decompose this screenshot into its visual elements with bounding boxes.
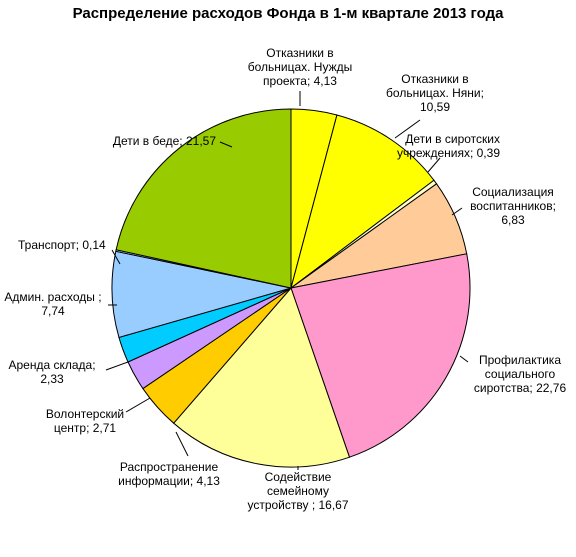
slice-label-line: Аренда склада;	[8, 358, 95, 372]
leader-line	[175, 431, 189, 457]
leader-line	[125, 397, 151, 413]
slice-label: Волонтерский центр; 2,71	[46, 407, 124, 435]
pie-slice	[172, 287, 351, 468]
slice-label-line: Отказники в	[401, 72, 468, 86]
slice-label-line: 7,74	[41, 304, 65, 318]
slice-label-line: Дети в сиротских	[405, 132, 500, 146]
slice-label-line: сиротства; 22,76	[474, 381, 567, 395]
leader-lines	[105, 91, 469, 470]
slice-label-line: семейному	[267, 484, 329, 498]
leader-line	[394, 119, 421, 139]
slice-label: Распространение информации; 4,13	[118, 460, 220, 488]
pie-slice	[290, 253, 471, 458]
leader-line	[105, 361, 129, 371]
slice-label-line: Распространение	[120, 460, 219, 474]
slices	[111, 108, 471, 468]
slice-label-line: устройству ; 16,67	[247, 498, 348, 512]
slice-label-line: больницах. Нужды	[248, 60, 353, 74]
leader-line	[459, 355, 469, 363]
slice-label-line: Транспорт; 0,14	[18, 238, 106, 252]
slice-label-line: Социализация	[472, 185, 554, 199]
slice-label-line: Дети в беде; 21,57	[113, 134, 216, 148]
slice-label: Профилактика социального сиротства; 22,76	[474, 353, 567, 395]
chart-title: Распределение расходов Фонда в 1-м кварт…	[72, 5, 504, 22]
slice-label-line: центр; 2,71	[54, 421, 117, 435]
slice-label: Админ. расходы ; 7,74	[4, 290, 101, 318]
slice-label: Отказники в больницах. Няни; 10,59	[386, 72, 484, 114]
slice-labels: Отказники в больницах. Нужды проекта; 4,13…	[4, 46, 566, 512]
leader-line	[451, 207, 463, 216]
leader-line	[111, 249, 121, 265]
slice-label-line: информации; 4,13	[118, 474, 220, 488]
slice-label-line: учреждениях; 0,39	[397, 146, 500, 160]
leader-line	[427, 157, 441, 173]
slice-label-line: воспитанников;	[470, 199, 556, 213]
slice-label-line: социального	[485, 367, 556, 381]
slice-label-line: 6,83	[501, 213, 525, 227]
slice-label-line: Админ. расходы ;	[4, 290, 101, 304]
slice-label: Аренда склада; 2,33	[8, 358, 95, 386]
slice-label: Социализация воспитанников; 6,83	[470, 185, 556, 227]
leader-line	[219, 141, 233, 148]
slice-label-line: 10,59	[420, 100, 450, 114]
slice-label: Содействие семейному устройству ; 16,67	[247, 470, 348, 512]
pie-slice	[115, 108, 292, 289]
slice-label: Транспорт; 0,14	[18, 238, 106, 252]
slice-label-line: больницах. Няни;	[386, 86, 484, 100]
slice-label: Отказники в больницах. Нужды проекта; 4,13	[248, 46, 353, 88]
slice-label: Дети в сиротских учреждениях; 0,39	[397, 132, 500, 160]
slice-label-line: Отказники в	[266, 46, 333, 60]
slice-label-line: Содействие	[265, 470, 332, 484]
slice-label-line: проекта; 4,13	[263, 74, 337, 88]
slice-label: Дети в беде; 21,57	[113, 134, 216, 148]
slice-label-line: 2,33	[40, 372, 64, 386]
slice-label-line: Профилактика	[479, 353, 561, 367]
pie-slice	[290, 114, 435, 290]
slice-label-line: Волонтерский	[46, 407, 124, 421]
